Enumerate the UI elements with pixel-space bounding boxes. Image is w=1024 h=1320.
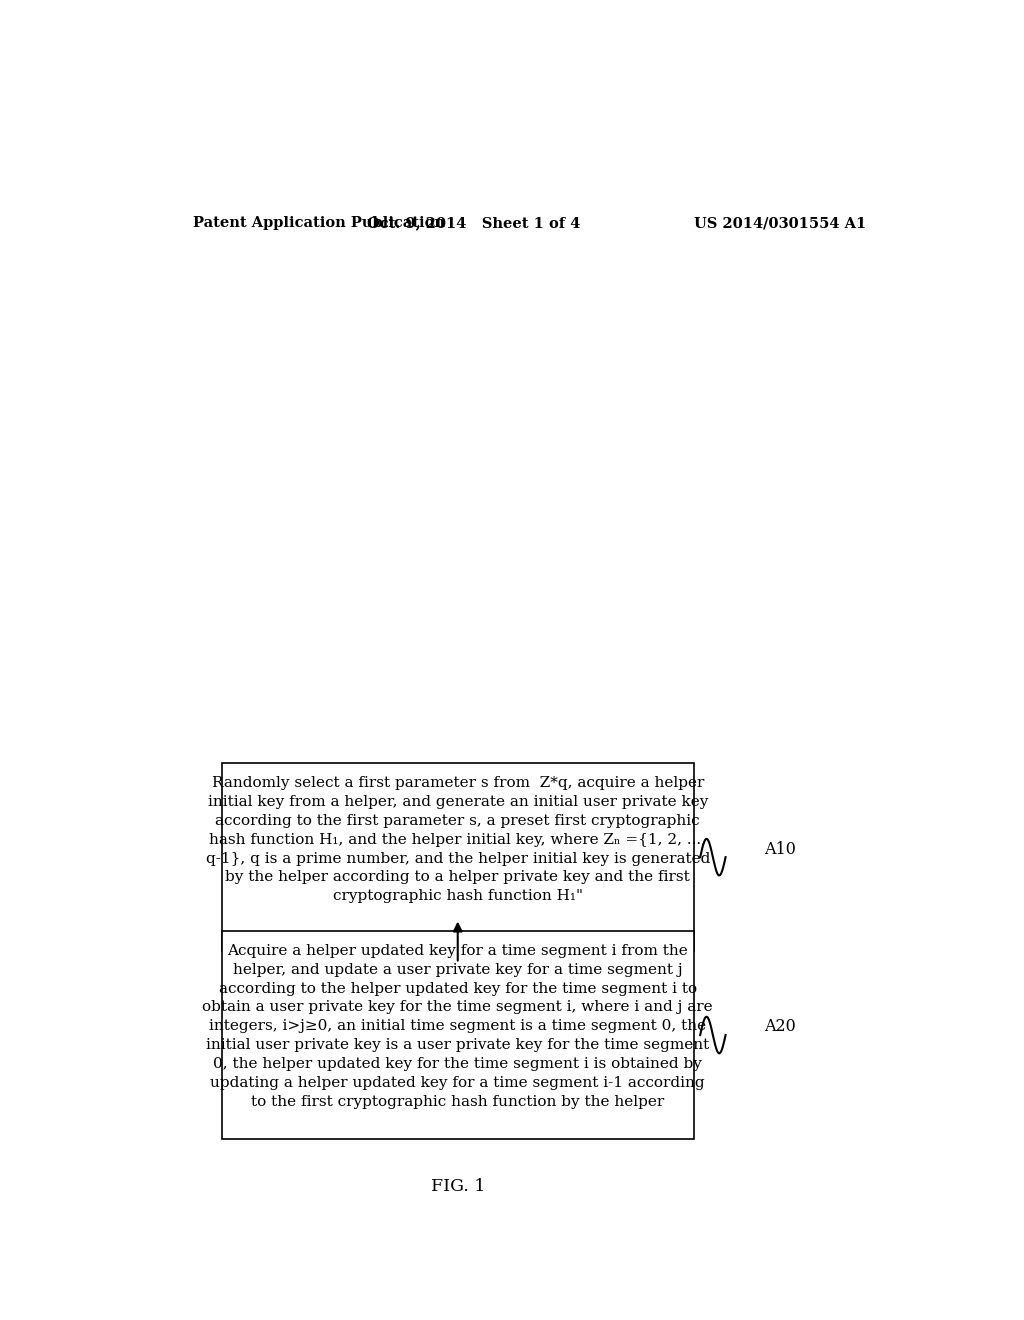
Text: q-1}, q is a prime number, and the helper initial key is generated: q-1}, q is a prime number, and the helpe… [206,851,710,866]
Text: by the helper according to a helper private key and the first: by the helper according to a helper priv… [225,870,690,884]
Text: cryptographic hash function H₁": cryptographic hash function H₁" [333,890,583,903]
Text: helper, and update a user private key for a time segment j: helper, and update a user private key fo… [232,962,683,977]
Text: according to the first parameter s, a preset first cryptographic: according to the first parameter s, a pr… [215,814,700,828]
Text: Acquire a helper updated key for a time segment i from the: Acquire a helper updated key for a time … [227,944,688,958]
Text: 0, the helper updated key for the time segment i is obtained by: 0, the helper updated key for the time s… [213,1057,702,1071]
Text: Oct. 9, 2014   Sheet 1 of 4: Oct. 9, 2014 Sheet 1 of 4 [367,216,580,230]
Text: Patent Application Publication: Patent Application Publication [194,216,445,230]
Text: integers, i>j≥0, an initial time segment is a time segment 0, the: integers, i>j≥0, an initial time segment… [209,1019,707,1034]
Text: updating a helper updated key for a time segment i-1 according: updating a helper updated key for a time… [210,1076,706,1090]
Text: A20: A20 [764,1019,796,1035]
Bar [221,763,694,952]
Text: to the first cryptographic hash function by the helper: to the first cryptographic hash function… [251,1094,665,1109]
Text: Randomly select a first parameter s from  Z*q, acquire a helper: Randomly select a first parameter s from… [212,776,703,791]
Text: US 2014/0301554 A1: US 2014/0301554 A1 [694,216,866,230]
Text: initial user private key is a user private key for the time segment: initial user private key is a user priva… [206,1038,710,1052]
Text: obtain a user private key for the time segment i, where i and j are: obtain a user private key for the time s… [203,1001,713,1015]
Bar [221,931,694,1139]
Text: A10: A10 [764,841,796,858]
Text: initial key from a helper, and generate an initial user private key: initial key from a helper, and generate … [208,795,708,809]
Text: FIG. 1: FIG. 1 [430,1177,485,1195]
Text: hash function H₁, and the helper initial key, where Zₙ ={1, 2, ...,: hash function H₁, and the helper initial… [209,833,707,847]
Text: according to the helper updated key for the time segment i to: according to the helper updated key for … [219,982,696,995]
